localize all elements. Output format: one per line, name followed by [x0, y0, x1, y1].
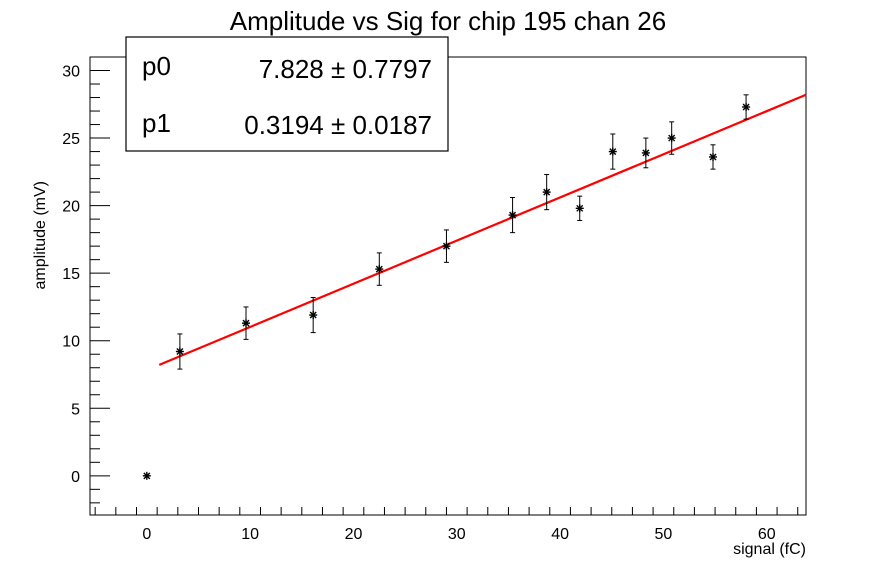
asterisk-marker	[175, 347, 184, 356]
marker-stroke	[442, 242, 450, 250]
asterisk-marker	[309, 311, 318, 320]
data-point	[667, 121, 676, 155]
asterisk-marker	[742, 102, 751, 111]
fit-layer	[158, 93, 807, 366]
points-layer	[142, 94, 751, 480]
y-tick-label: 30	[62, 64, 80, 81]
data-point	[709, 144, 718, 170]
y-tick-label: 0	[71, 469, 80, 486]
x-tick-label: 60	[758, 526, 776, 543]
y-axis: 0 5 10 15 20 25 30	[62, 56, 110, 504]
y-tick-label: 5	[71, 401, 80, 418]
x-tick-label: 0	[142, 526, 151, 543]
y-tick-label: 15	[62, 266, 80, 283]
y-tick-label: 20	[62, 199, 80, 216]
marker-stroke	[668, 134, 676, 142]
fit-line	[158, 93, 807, 366]
marker-stroke	[143, 472, 151, 480]
data-point	[175, 333, 184, 370]
stats-p0-label: p0	[142, 51, 171, 81]
marker-stroke	[576, 204, 584, 212]
data-point	[142, 471, 151, 480]
asterisk-marker	[608, 147, 617, 156]
x-axis: 0 10 20 30 40 50 60	[94, 507, 799, 543]
asterisk-marker	[142, 471, 151, 480]
stats-box: p0 7.828 ± 0.7797 p1 0.3194 ± 0.0187	[125, 36, 449, 152]
asterisk-marker	[709, 152, 718, 161]
asterisk-marker	[375, 265, 384, 274]
marker-stroke	[242, 319, 250, 327]
x-tick-label: 20	[345, 526, 363, 543]
marker-stroke	[176, 348, 184, 356]
asterisk-marker	[542, 188, 551, 197]
asterisk-marker	[508, 211, 517, 220]
stats-p1-value: 0.3194 ± 0.0187	[244, 110, 432, 140]
asterisk-marker	[641, 148, 650, 157]
x-tick-label: 10	[241, 526, 259, 543]
marker-stroke	[742, 103, 750, 111]
data-point	[742, 94, 751, 120]
stats-p0-value: 7.828 ± 0.7797	[259, 54, 432, 84]
asterisk-marker	[667, 134, 676, 143]
data-point	[242, 306, 251, 340]
data-point	[375, 252, 384, 286]
data-point	[575, 195, 584, 221]
marker-stroke	[609, 148, 617, 156]
marker-stroke	[543, 188, 551, 196]
asterisk-marker	[242, 319, 251, 328]
marker-stroke	[509, 211, 517, 219]
data-point	[442, 229, 451, 263]
y-axis-label: amplitude (mV)	[32, 181, 49, 289]
data-point	[608, 133, 617, 170]
marker-stroke	[642, 149, 650, 157]
x-tick-label: 50	[655, 526, 673, 543]
x-axis-label: signal (fC)	[733, 541, 806, 558]
data-point	[309, 296, 318, 334]
asterisk-marker	[442, 242, 451, 251]
data-point	[508, 197, 517, 234]
x-tick-label: 30	[448, 526, 466, 543]
asterisk-marker	[575, 204, 584, 213]
marker-stroke	[309, 311, 317, 319]
chart-title: Amplitude vs Sig for chip 195 chan 26	[230, 6, 666, 36]
stats-p1-label: p1	[142, 108, 171, 138]
y-tick-label: 10	[62, 334, 80, 351]
y-tick-label: 25	[62, 131, 80, 148]
stats-box-frame	[125, 36, 449, 152]
data-point	[641, 137, 650, 169]
marker-stroke	[709, 153, 717, 161]
marker-stroke	[375, 265, 383, 273]
x-tick-label: 40	[551, 526, 569, 543]
data-point	[542, 174, 551, 211]
